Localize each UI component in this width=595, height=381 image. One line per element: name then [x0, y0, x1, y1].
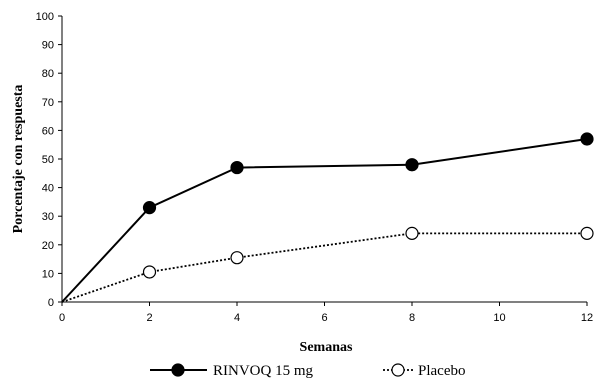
chart-series: [61, 132, 594, 303]
data-point: [230, 251, 244, 265]
y-tick-label: 100: [36, 11, 54, 23]
y-tick-label: 40: [42, 183, 54, 195]
x-axis-ticks: 0 2 4 6 8 10 12: [59, 302, 593, 324]
x-tick-label: 12: [581, 312, 593, 324]
y-tick-label: 60: [42, 125, 54, 137]
legend-label: RINVOQ 15 mg: [213, 363, 313, 379]
y-tick-label: 50: [42, 154, 54, 166]
legend-marker-1: [391, 363, 405, 377]
x-tick-label: 0: [59, 312, 65, 324]
chart-axes: [61, 16, 587, 303]
chart-legend: RINVOQ 15 mg Placebo: [150, 363, 465, 379]
data-point: [580, 132, 594, 146]
y-tick-label: 30: [42, 211, 54, 223]
series-line-0: [61, 137, 588, 303]
y-tick-label: 0: [48, 297, 54, 309]
data-point: [405, 158, 419, 172]
data-point: [405, 226, 419, 240]
x-tick-label: 4: [234, 312, 240, 324]
legend-label: Placebo: [418, 363, 465, 379]
y-tick-label: 20: [42, 240, 54, 252]
y-tick-label: 80: [42, 68, 54, 80]
x-tick-label: 6: [321, 312, 327, 324]
x-tick-label: 2: [146, 312, 152, 324]
data-point: [142, 201, 157, 215]
y-tick-label: 10: [42, 268, 54, 280]
y-tick-label: 70: [42, 97, 54, 109]
y-axis-title: Porcentaje con respuesta: [11, 85, 26, 234]
y-tick-label: 90: [42, 40, 54, 52]
x-tick-label: 8: [409, 312, 415, 324]
data-point: [142, 265, 157, 279]
x-tick-label: 10: [493, 312, 505, 324]
x-axis-title: Semanas: [300, 340, 353, 355]
series-line-1: [61, 232, 587, 303]
data-point: [230, 160, 244, 175]
legend-marker-0: [171, 363, 185, 377]
data-point: [580, 226, 594, 240]
y-axis-ticks: 0 10 20 30 40 50 60 70 80 90 100: [36, 11, 62, 309]
